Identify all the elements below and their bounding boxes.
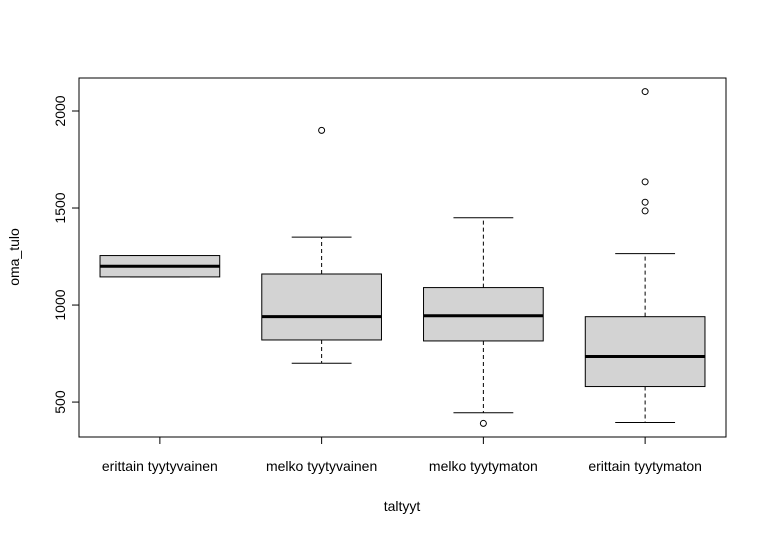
y-tick-label: 1500 xyxy=(52,192,68,223)
x-tick-label: erittain tyytymaton xyxy=(588,458,702,474)
boxes-group xyxy=(99,88,706,427)
outlier-point xyxy=(641,88,649,96)
box-rect xyxy=(584,316,706,388)
x-tick-label: melko tyytyvainen xyxy=(266,458,377,474)
box-2 xyxy=(261,126,382,364)
x-tick-label: erittain tyytyvainen xyxy=(102,458,218,474)
y-tick-label: 500 xyxy=(52,390,68,414)
x-axis: erittain tyytyvainen melko tyytyvainen mel… xyxy=(102,436,702,474)
box-4 xyxy=(584,88,706,423)
y-axis: 500 1000 1500 2000 xyxy=(52,95,80,414)
outlier-point xyxy=(641,207,649,215)
outlier-point xyxy=(641,198,649,206)
box-3 xyxy=(423,217,544,427)
outlier-point xyxy=(318,126,326,134)
y-tick-label: 2000 xyxy=(52,95,68,126)
y-axis-label: oma_tulo xyxy=(6,228,22,286)
x-axis-label: taltyyt xyxy=(384,498,421,514)
y-tick-label: 1000 xyxy=(52,289,68,320)
x-tick-label: melko tyytymaton xyxy=(429,458,538,474)
box-1 xyxy=(99,255,221,278)
outlier-point xyxy=(641,178,649,186)
outlier-point xyxy=(479,419,487,427)
box-rect xyxy=(261,273,382,341)
